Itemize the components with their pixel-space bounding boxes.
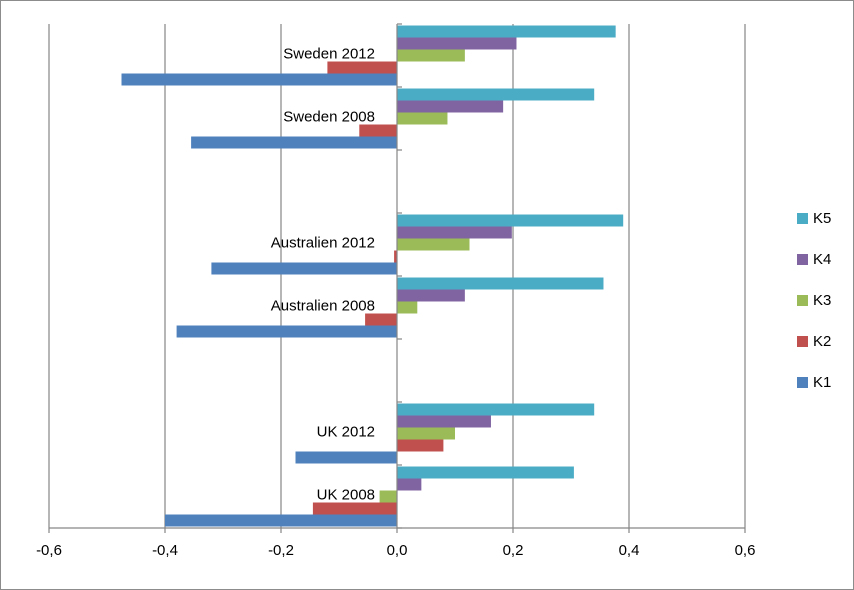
category-label: Sweden 2008: [283, 108, 375, 125]
bar-k1: [121, 73, 397, 86]
legend-swatch-k1: [797, 377, 808, 388]
legend-swatch-k4: [797, 254, 808, 265]
legend-label: K4: [813, 251, 831, 268]
bar-k3: [397, 427, 455, 440]
bar-k2: [397, 439, 444, 452]
bar-k2: [327, 61, 397, 74]
x-tick-label: 0,0: [387, 542, 408, 559]
bar-k1: [165, 514, 397, 527]
bar-k5: [397, 466, 574, 479]
legend-swatch-k3: [797, 295, 808, 306]
legend-swatch-k5: [797, 213, 808, 224]
x-tick-labels: -0,6 -0,4 -0,2 0,0 0,2 0,4 0,6: [36, 542, 755, 559]
legend-label: K2: [813, 333, 831, 350]
bar-k5: [397, 403, 595, 416]
gridlines: [48, 24, 746, 528]
bar-k5: [397, 25, 616, 38]
bar-k4: [397, 100, 504, 113]
category-label: Australien 2012: [271, 234, 375, 251]
bar-k4: [397, 478, 422, 491]
category-label: UK 2012: [317, 423, 375, 440]
bar-k1: [211, 262, 397, 275]
bar-k3: [397, 301, 418, 314]
x-tick-label: -0,6: [36, 542, 62, 559]
legend: K5 K4 K3 K2 K1: [797, 210, 831, 391]
category-labels: UK 2008 UK 2012 Australien 2008 Australien …: [271, 45, 375, 503]
bar-k4: [397, 37, 517, 50]
x-tick-label: 0,4: [619, 542, 640, 559]
bar-k1: [295, 451, 397, 464]
bar-k3: [397, 112, 448, 125]
axes: [48, 23, 746, 533]
x-tick-label: 0,6: [735, 542, 756, 559]
bar-k4: [397, 415, 491, 428]
category-label: Australien 2008: [271, 297, 375, 314]
bar-k1: [176, 325, 397, 338]
bar-k4: [397, 226, 512, 239]
bar-k3: [397, 49, 465, 62]
x-tick-label: -0,2: [268, 542, 294, 559]
bar-k2: [394, 250, 397, 263]
x-tick-label: -0,4: [152, 542, 178, 559]
bars: [121, 25, 624, 527]
bar-k2: [365, 313, 397, 326]
bar-k5: [397, 88, 595, 101]
bar-k3: [379, 490, 397, 503]
category-label: UK 2008: [317, 486, 375, 503]
category-label: Sweden 2012: [283, 45, 375, 62]
bar-k2: [359, 124, 397, 137]
bar-k1: [191, 136, 397, 149]
legend-label: K3: [813, 292, 831, 309]
legend-swatch-k2: [797, 336, 808, 347]
bar-k2: [312, 502, 397, 515]
bar-k3: [397, 238, 470, 251]
bar-k4: [397, 289, 465, 302]
legend-label: K1: [813, 374, 831, 391]
legend-label: K5: [813, 210, 831, 227]
bar-k5: [397, 277, 604, 290]
bar-k5: [397, 214, 624, 227]
x-tick-label: 0,2: [503, 542, 524, 559]
